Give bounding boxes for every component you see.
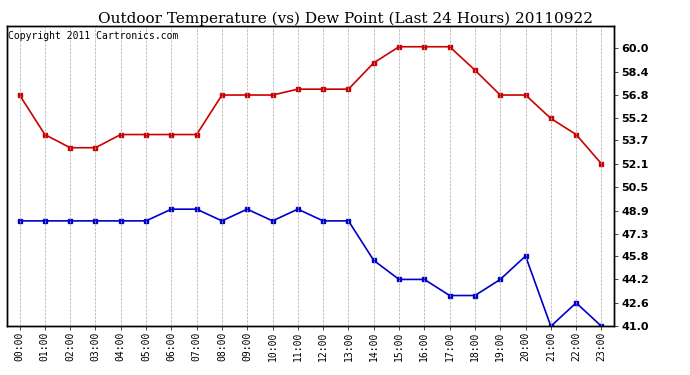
Text: Outdoor Temperature (vs) Dew Point (Last 24 Hours) 20110922: Outdoor Temperature (vs) Dew Point (Last…: [97, 11, 593, 26]
Text: Copyright 2011 Cartronics.com: Copyright 2011 Cartronics.com: [8, 31, 179, 41]
